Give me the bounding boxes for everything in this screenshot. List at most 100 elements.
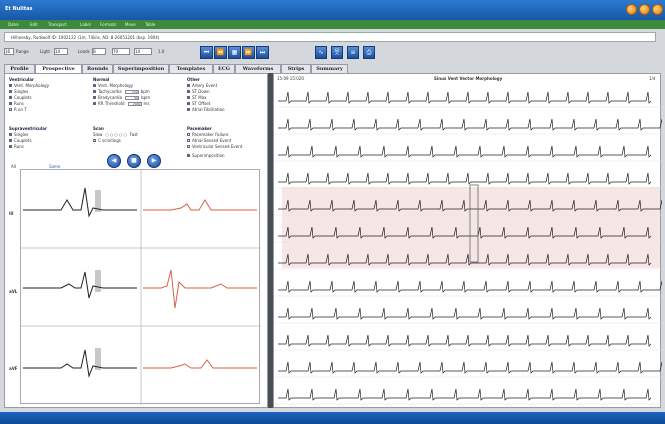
strip-title: Sinus Vent Vector Morphology — [434, 76, 503, 81]
gain-select[interactable]: 14 — [54, 48, 68, 55]
panel-splitter[interactable] — [268, 73, 273, 408]
grid-icon[interactable]: ▦ — [228, 46, 241, 59]
menu-item-move[interactable]: Move — [125, 22, 136, 27]
ecg-trace-right-2 — [143, 269, 257, 309]
tab-profile[interactable]: Profile — [4, 64, 35, 73]
ecg-strips-svg — [274, 91, 662, 405]
rhythm-strip-trace — [278, 334, 652, 347]
rewind-icon[interactable]: ⏪ — [214, 46, 227, 59]
checkbox-superimposition[interactable]: Superimposition — [187, 153, 265, 158]
checkbox-autoscan[interactable]: C scrollings — [93, 138, 183, 143]
ventricular-title: Ventricular — [9, 77, 34, 82]
checkbox-vent-couplets[interactable]: Couplets — [9, 95, 89, 100]
checkbox-normal-morphology[interactable]: Vent. Morphology — [93, 83, 183, 88]
lead-label-2: aVL — [9, 289, 18, 294]
printer-icon[interactable]: ⎙ — [363, 46, 375, 59]
person-icon[interactable]: 웃 — [331, 46, 343, 59]
checkbox-vent-singles[interactable]: Singles — [9, 89, 89, 94]
channel2-select[interactable]: 14 — [134, 48, 152, 55]
checkbox-r-on-t[interactable]: R on T — [9, 107, 89, 112]
checkbox-st-down[interactable]: ST Down — [187, 89, 265, 94]
patient-info-text: Hilhoesby, Rudiwolf ID: 1902122 (1m, 74k… — [11, 35, 160, 40]
ecg-trace-left-1 — [23, 187, 137, 218]
tachycardia-value[interactable]: 120 — [124, 89, 139, 94]
checkbox-tachycardia[interactable]: Tachycardia 120 bpm — [93, 89, 183, 94]
normal-title: Normal — [93, 77, 110, 82]
checkbox-st-max[interactable]: ST Max — [187, 95, 265, 100]
checkbox-vent-morphology[interactable]: Vent. Morphology — [9, 83, 89, 88]
checkbox-st-offset[interactable]: ST Offset — [187, 101, 265, 106]
bradycardia-value[interactable]: 50 — [125, 95, 140, 100]
rhythm-strip-trace — [278, 145, 652, 158]
checkbox-atrial-fibrillation[interactable]: Atrial Fibrillation — [187, 107, 265, 112]
title-bar: Et Nulitas — [0, 0, 665, 20]
checkbox-supra-singles[interactable]: Singles — [9, 132, 89, 137]
tab-strips[interactable]: Strips — [281, 64, 311, 73]
maximize-button[interactable] — [639, 4, 650, 15]
supraventricular-group: Supraventricular Singles Couplets Runs — [9, 126, 89, 150]
checkbox-rr-threshold[interactable]: RR Threshold 2000 ms — [93, 101, 183, 106]
rhythm-strip-trace — [278, 226, 652, 239]
minimize-button[interactable] — [626, 4, 637, 15]
menu-item-file[interactable]: Datei — [8, 22, 19, 27]
previous-beat-button[interactable]: ◀ — [107, 154, 121, 168]
checkbox-pacemaker-failure[interactable]: Pacemaker Failure — [187, 132, 265, 137]
checkbox-supra-runs[interactable]: Runs — [9, 144, 89, 149]
gain-label: Light — [40, 49, 50, 54]
tab-templates[interactable]: Templates — [169, 64, 213, 73]
rhythm-strip-trace — [278, 199, 662, 212]
grid-header-all: All — [11, 164, 16, 169]
first-record-icon[interactable]: ⏮ — [200, 46, 213, 59]
tab-superimposition[interactable]: Superimposition — [113, 64, 169, 73]
menu-item-edit[interactable]: Edit — [30, 22, 38, 27]
pacemaker-group: Pacemaker Pacemaker Failure Atrial Sense… — [187, 126, 265, 159]
channel1-select[interactable]: 70 — [112, 48, 130, 55]
checkbox-supra-couplets[interactable]: Couplets — [9, 138, 89, 143]
fast-forward-icon[interactable]: ⏩ — [242, 46, 255, 59]
rhythm-strip-trace — [278, 307, 652, 320]
scan-speed-radio[interactable]: Slow ○○○○○ Fast — [93, 132, 138, 137]
menu-item-table[interactable]: Table — [145, 22, 156, 27]
lead-select[interactable]: B — [92, 48, 106, 55]
scan-title: Scan — [93, 126, 104, 131]
close-button[interactable] — [652, 4, 663, 15]
menu-bar: Datei Edit Transport Label Formats Move … — [0, 20, 665, 29]
rhythm-strip-trace — [278, 172, 652, 185]
tab-waveforms[interactable]: Waveforms — [235, 64, 281, 73]
other-title: Other — [187, 77, 200, 82]
supraventricular-title: Supraventricular — [9, 126, 47, 131]
last-record-icon[interactable]: ⏭ — [256, 46, 269, 59]
tab-summary[interactable]: Summary — [311, 64, 348, 73]
checkbox-vent-runs[interactable]: Runs — [9, 101, 89, 106]
strip-panel: 15:09 15:020 Sinus Vent Vector Morpholog… — [273, 73, 662, 408]
checkbox-ventricular-sensed[interactable]: Ventricular Sensed Event — [187, 144, 265, 149]
menu-item-formats[interactable]: Formats — [100, 22, 117, 27]
lead-label-3: aVF — [9, 366, 18, 371]
rr-threshold-value[interactable]: 2000 — [127, 101, 142, 106]
strip-time-label: 15:09 15:020 — [277, 76, 304, 81]
next-beat-button[interactable]: ▶ — [147, 154, 161, 168]
menu-item-transport[interactable]: Transport — [48, 22, 67, 27]
speed-select[interactable]: 16 — [4, 48, 14, 55]
checkbox-bradycardia[interactable]: Bradycardia 50 bpm — [93, 95, 183, 100]
list-icon[interactable]: ≡ — [347, 46, 359, 59]
checkbox-atrial-sensed[interactable]: Atrial Sensed Event — [187, 138, 265, 143]
control-bar: 16 Range Light 14 Leads B 70 14 1.0 — [4, 45, 199, 61]
rhythm-strip-trace — [278, 280, 662, 293]
other-group: Other Artery Event ST Down ST Max ST Off… — [187, 77, 265, 113]
stop-button[interactable]: ■ — [127, 154, 141, 168]
ecg-trace-left-3 — [23, 349, 137, 378]
rhythm-strip-trace — [278, 118, 662, 131]
checkbox-artery-event[interactable]: Artery Event — [187, 83, 265, 88]
window-title: Et Nulitas — [5, 6, 33, 12]
tab-ecg[interactable]: ECG — [213, 64, 235, 73]
status-bar — [0, 412, 665, 424]
rhythm-strip-trace — [278, 361, 662, 374]
tab-rounds[interactable]: Rounds — [82, 64, 113, 73]
template-ecg-grid — [20, 169, 261, 405]
rhythm-strip-trace — [278, 91, 652, 104]
speed-label: Range — [16, 49, 29, 54]
waveform-tool-icon[interactable]: ∿ — [315, 46, 327, 59]
menu-item-label[interactable]: Label — [80, 22, 91, 27]
tab-prospective[interactable]: Prospective — [35, 64, 82, 73]
